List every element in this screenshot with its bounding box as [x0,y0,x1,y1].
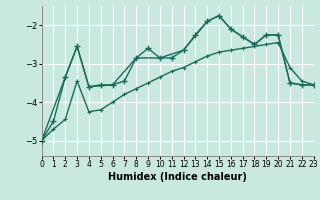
X-axis label: Humidex (Indice chaleur): Humidex (Indice chaleur) [108,172,247,182]
